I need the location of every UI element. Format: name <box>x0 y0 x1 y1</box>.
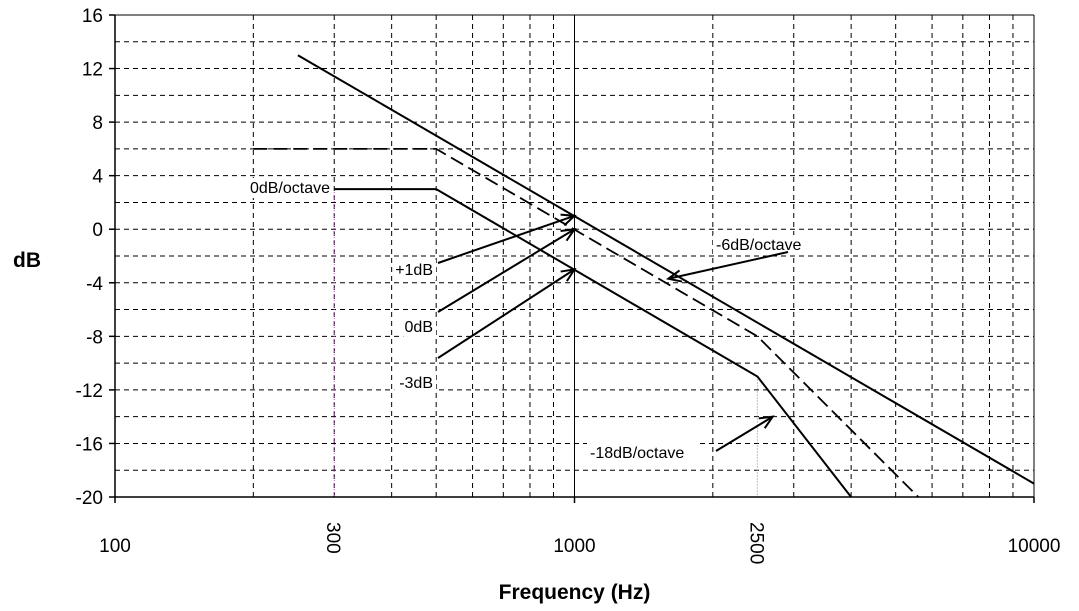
annotation-arrowhead <box>560 268 577 282</box>
annotation-arrowhead <box>560 227 577 242</box>
series-line-2 <box>253 147 919 498</box>
series-lines <box>253 54 1035 498</box>
x-marker-label: 300 <box>322 522 343 554</box>
annotation-background <box>238 178 333 198</box>
annotation-label: 0dB <box>405 319 433 336</box>
y-axis-title: dB <box>13 249 41 272</box>
tick-labels: 16 12 8 4 0 -4 -8 -12 -16 -20 100 1000 10000 300 2500 <box>76 6 1061 564</box>
annotation-arrow <box>437 268 576 359</box>
y-tick-label: 4 <box>92 167 103 188</box>
annotation-background <box>394 260 436 280</box>
annotation-arrowhead <box>758 415 775 429</box>
y-tick-label: -8 <box>86 327 103 348</box>
annotation-arrowhead <box>665 269 683 283</box>
y-tick-label: -16 <box>76 434 103 455</box>
annotation-background <box>587 443 700 463</box>
annotation-label: -18dB/octave <box>590 445 684 462</box>
annotation-arrow <box>668 251 789 280</box>
annotation-arrow <box>437 228 576 313</box>
annotation-label: -6dB/octave <box>716 237 801 254</box>
x-axis-title: Frequency (Hz) <box>499 581 651 604</box>
annotation-background <box>403 317 436 337</box>
x-tick-label: 1000 <box>553 536 595 557</box>
y-tick-label: -4 <box>86 274 103 295</box>
series-line-1 <box>297 54 1035 485</box>
annotation-arrow <box>715 415 774 452</box>
annotation-label: +1dB <box>395 262 433 279</box>
y-tick-label: 12 <box>82 60 103 81</box>
y-tick-label: 8 <box>92 113 103 134</box>
y-tick-label: 0 <box>92 220 103 241</box>
grid <box>115 14 1035 497</box>
axes <box>109 14 1035 503</box>
annotation-arrow <box>437 214 575 264</box>
annotation-background <box>713 235 817 255</box>
reference-lines <box>333 189 758 497</box>
annotation-background <box>394 373 436 393</box>
x-marker-label: 2500 <box>745 522 766 564</box>
x-tick-label: 100 <box>99 536 131 557</box>
annotations: 0dB/octave +1dB 0dB -3dB -6dB/octave -18dB/oc… <box>238 178 817 463</box>
annotation-label: 0dB/octave <box>250 180 330 197</box>
annotation-arrowhead <box>560 213 577 227</box>
x-tick-label: 10000 <box>1008 536 1061 557</box>
y-tick-label: 16 <box>82 6 103 27</box>
y-tick-label: -20 <box>76 488 103 509</box>
y-tick-label: -12 <box>76 381 103 402</box>
series-line-3 <box>334 188 852 498</box>
annotation-label: -3dB <box>399 375 433 392</box>
